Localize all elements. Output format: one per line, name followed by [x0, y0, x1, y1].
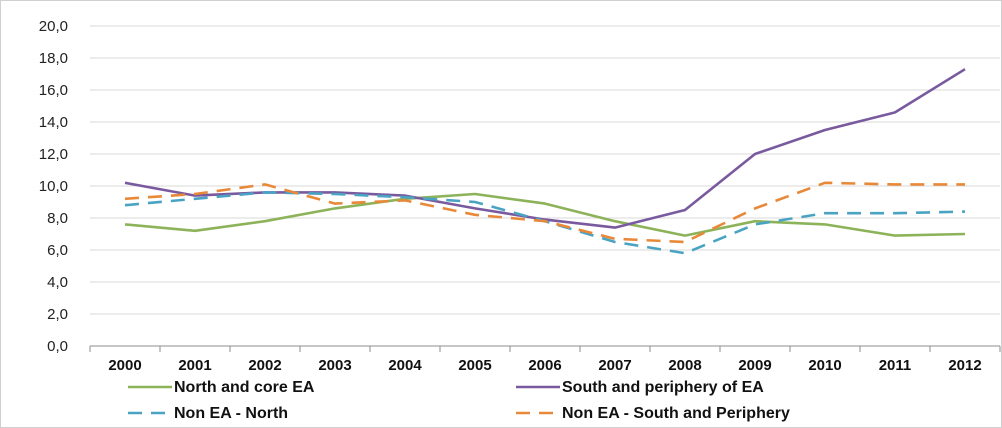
x-tick-label: 2011	[879, 357, 912, 374]
series-lines	[124, 68, 966, 255]
y-tick-label: 6,0	[47, 242, 68, 259]
x-axis: 2000 2001 2002 2003 2004 2005 2006 2007 2008 2009…	[89, 345, 1001, 374]
y-tick-label: 12,0	[39, 146, 68, 163]
y-tick-label: 16,0	[39, 82, 68, 99]
x-tick-label: 2007	[598, 357, 631, 374]
x-tick-label: 2001	[178, 357, 211, 374]
gridlines	[90, 25, 1000, 315]
x-tick-label: 2009	[738, 357, 771, 374]
legend-label: South and periphery of EA	[562, 379, 764, 396]
x-tick-label: 2006	[528, 357, 561, 374]
y-tick-label: 4,0	[47, 274, 68, 291]
legend-label: North and core EA	[174, 379, 315, 396]
y-tick-label: 8,0	[47, 210, 68, 227]
series-line-north-and-core-ea	[124, 192, 966, 237]
y-tick-label: 14,0	[39, 114, 68, 131]
x-tick-label: 2003	[318, 357, 351, 374]
legend-label: Non EA - South and Periphery	[562, 405, 790, 422]
x-tick-label: 2012	[948, 357, 981, 374]
x-tick-label: 2000	[108, 357, 141, 374]
y-tick-label: 2,0	[47, 306, 68, 323]
x-tick-label: 2008	[668, 357, 701, 374]
y-axis-ticks: 0,0 2,0 4,0 6,0 8,0 10,0 12,0 14,0 16,0 18,0 20,0	[39, 18, 68, 355]
x-tick-label: 2010	[808, 357, 841, 374]
y-tick-label: 10,0	[39, 178, 68, 195]
y-tick-label: 0,0	[47, 338, 68, 355]
x-tick-label: 2004	[388, 357, 422, 374]
legend-label: Non EA - North	[174, 405, 288, 422]
x-tick-label: 2005	[458, 357, 491, 374]
legend: North and core EA South and periphery of …	[128, 379, 790, 422]
y-tick-label: 20,0	[39, 18, 68, 35]
series-line-non-ea-south-and-periphery	[124, 181, 965, 244]
x-tick-label: 2002	[248, 357, 281, 374]
y-tick-label: 18,0	[39, 50, 68, 67]
